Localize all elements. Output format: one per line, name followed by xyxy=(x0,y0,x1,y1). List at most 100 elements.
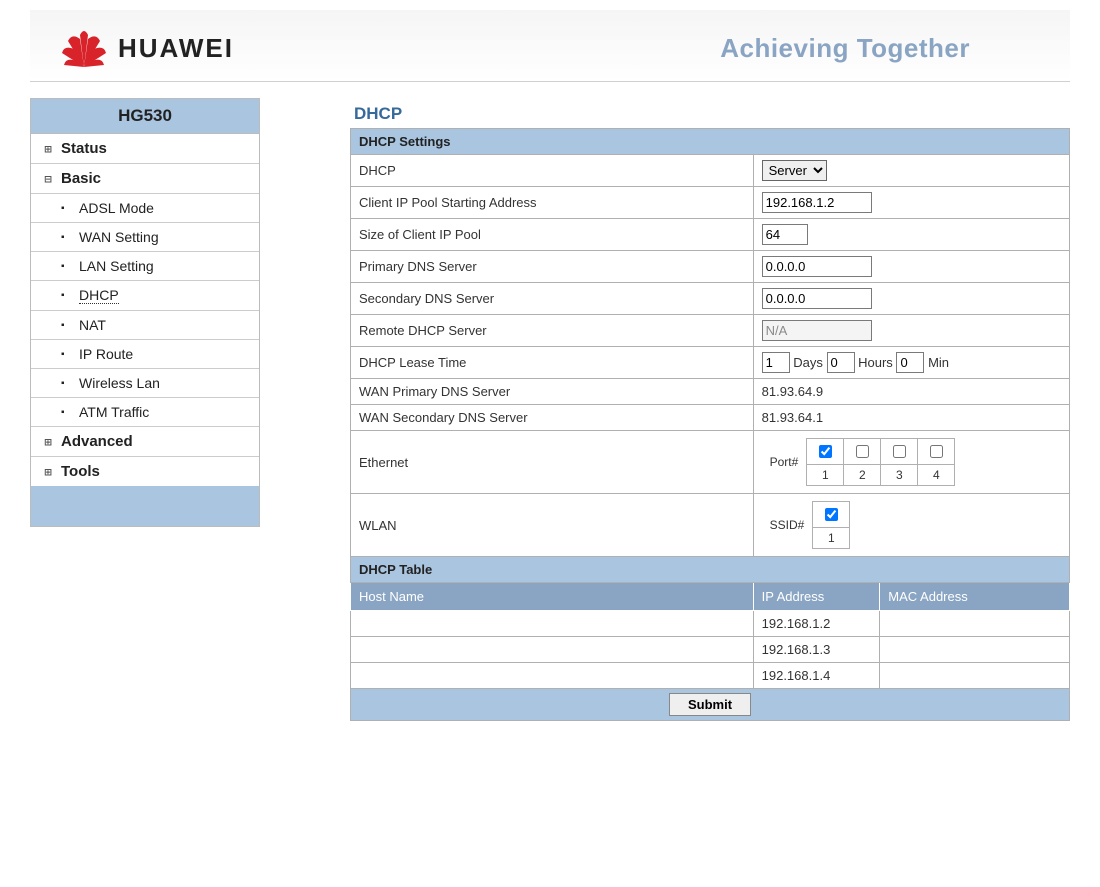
port-number: 1 xyxy=(807,465,844,486)
cell-ip: 192.168.1.4 xyxy=(754,663,880,688)
dhcp-mode-select[interactable]: Server xyxy=(762,160,827,181)
sidebar-subitem-label: IP Route xyxy=(79,346,133,362)
table-column-header: Host Name xyxy=(351,583,754,611)
group-label: Port# xyxy=(762,439,807,486)
lease-hours-input[interactable] xyxy=(827,352,855,373)
bullet-icon: ▪ xyxy=(61,407,75,418)
secondary-dns-input[interactable] xyxy=(762,288,872,309)
port-number: 3 xyxy=(881,465,918,486)
bullet-icon: ▪ xyxy=(61,320,75,331)
cell-hostname xyxy=(351,663,754,689)
sidebar-subitem-label: ATM Traffic xyxy=(79,404,149,420)
page-title: DHCP xyxy=(354,104,1070,124)
table-row: 192.168.1.4 xyxy=(351,663,1070,689)
sidebar-subitem-label: ADSL Mode xyxy=(79,200,154,216)
sidebar-subitem-lan-setting[interactable]: ▪ LAN Setting xyxy=(31,252,259,281)
sidebar-item-status[interactable]: ⊞ Status xyxy=(31,134,259,164)
primary-dns-input[interactable] xyxy=(762,256,872,277)
eth-port-3-checkbox[interactable] xyxy=(893,445,906,458)
sidebar-subitem-wan-setting[interactable]: ▪ WAN Setting xyxy=(31,223,259,252)
bullet-icon: ▪ xyxy=(61,203,75,214)
field-label: Secondary DNS Server xyxy=(351,283,754,315)
remote-dhcp-input xyxy=(762,320,872,341)
field-label: Remote DHCP Server xyxy=(351,315,754,347)
sidebar-item-label: Status xyxy=(61,140,107,157)
group-label: SSID# xyxy=(762,502,813,549)
sidebar-subitem-label: Wireless Lan xyxy=(79,375,160,391)
field-label: DHCP Lease Time xyxy=(351,347,754,379)
brand-logo: HUAWEI xyxy=(60,27,234,71)
cell-ip: 192.168.1.3 xyxy=(754,637,880,662)
unit-label: Days xyxy=(793,355,823,370)
field-label: DHCP xyxy=(351,155,754,187)
sidebar-subitem-label: LAN Setting xyxy=(79,258,154,274)
sidebar-subitem-adsl-mode[interactable]: ▪ ADSL Mode xyxy=(31,194,259,223)
sidebar-nav: HG530 ⊞ Status ⊟ Basic ▪ ADSL Mode ▪ WAN… xyxy=(30,98,260,527)
sidebar-subitem-ip-route[interactable]: ▪ IP Route xyxy=(31,340,259,369)
unit-label: Min xyxy=(928,355,949,370)
sidebar-subitem-label: WAN Setting xyxy=(79,229,159,245)
section-header-settings: DHCP Settings xyxy=(351,129,1070,155)
huawei-icon xyxy=(60,27,108,71)
field-label: WAN Primary DNS Server xyxy=(351,379,754,405)
ethernet-port-table: Port# 1 2 3 4 xyxy=(762,438,956,486)
page-header: HUAWEI Achieving Together xyxy=(30,10,1070,82)
cell-hostname xyxy=(351,611,754,637)
bullet-icon: ▪ xyxy=(61,232,75,243)
pool-size-input[interactable] xyxy=(762,224,808,245)
sidebar-footer xyxy=(31,486,259,526)
field-label: WAN Secondary DNS Server xyxy=(351,405,754,431)
lease-days-input[interactable] xyxy=(762,352,790,373)
table-column-header: IP Address xyxy=(754,583,880,610)
sidebar-subitem-label: NAT xyxy=(79,317,106,333)
field-label: Ethernet xyxy=(351,431,754,494)
bullet-icon: ▪ xyxy=(61,290,75,301)
bullet-icon: ▪ xyxy=(61,378,75,389)
field-label: WLAN xyxy=(351,494,754,557)
expand-icon: ⊞ xyxy=(41,465,55,479)
sidebar-subitem-atm-traffic[interactable]: ▪ ATM Traffic xyxy=(31,398,259,427)
tagline-text: Achieving Together xyxy=(720,33,970,64)
expand-icon: ⊞ xyxy=(41,435,55,449)
field-label: Client IP Pool Starting Address xyxy=(351,187,754,219)
unit-label: Hours xyxy=(858,355,893,370)
wlan-ssid-table: SSID# 1 xyxy=(762,501,851,549)
eth-port-2-checkbox[interactable] xyxy=(856,445,869,458)
field-label: Size of Client IP Pool xyxy=(351,219,754,251)
cell-mac xyxy=(880,663,1069,688)
cell-hostname xyxy=(351,637,754,663)
sidebar-subitem-dhcp[interactable]: ▪ DHCP xyxy=(31,281,259,311)
eth-port-1-checkbox[interactable] xyxy=(819,445,832,458)
table-row: 192.168.1.2 xyxy=(351,611,1070,637)
wan-primary-value: 81.93.64.9 xyxy=(753,379,1069,405)
ssid-number: 1 xyxy=(813,528,850,549)
sidebar-title: HG530 xyxy=(31,99,259,134)
sidebar-subitem-nat[interactable]: ▪ NAT xyxy=(31,311,259,340)
sidebar-subitem-label: DHCP xyxy=(79,287,119,304)
sidebar-item-label: Tools xyxy=(61,463,100,480)
port-number: 4 xyxy=(918,465,955,486)
sidebar-subitem-wireless-lan[interactable]: ▪ Wireless Lan xyxy=(31,369,259,398)
collapse-icon: ⊟ xyxy=(41,172,55,186)
cell-mac xyxy=(880,637,1069,662)
expand-icon: ⊞ xyxy=(41,142,55,156)
start-ip-input[interactable] xyxy=(762,192,872,213)
section-header-table: DHCP Table xyxy=(351,557,1070,583)
ssid-1-checkbox[interactable] xyxy=(825,508,838,521)
bullet-icon: ▪ xyxy=(61,261,75,272)
table-row: 192.168.1.3 xyxy=(351,637,1070,663)
sidebar-item-basic[interactable]: ⊟ Basic xyxy=(31,164,259,194)
sidebar-item-tools[interactable]: ⊞ Tools xyxy=(31,457,259,486)
brand-name: HUAWEI xyxy=(118,33,234,64)
eth-port-4-checkbox[interactable] xyxy=(930,445,943,458)
sidebar-item-label: Basic xyxy=(61,170,101,187)
wan-secondary-value: 81.93.64.1 xyxy=(753,405,1069,431)
port-number: 2 xyxy=(844,465,881,486)
bullet-icon: ▪ xyxy=(61,349,75,360)
lease-min-input[interactable] xyxy=(896,352,924,373)
sidebar-item-label: Advanced xyxy=(61,433,133,450)
submit-button[interactable]: Submit xyxy=(669,693,751,716)
cell-mac xyxy=(880,611,1069,636)
sidebar-item-advanced[interactable]: ⊞ Advanced xyxy=(31,427,259,457)
main-content: DHCP DHCP Settings DHCP Server Client IP… xyxy=(350,98,1070,721)
